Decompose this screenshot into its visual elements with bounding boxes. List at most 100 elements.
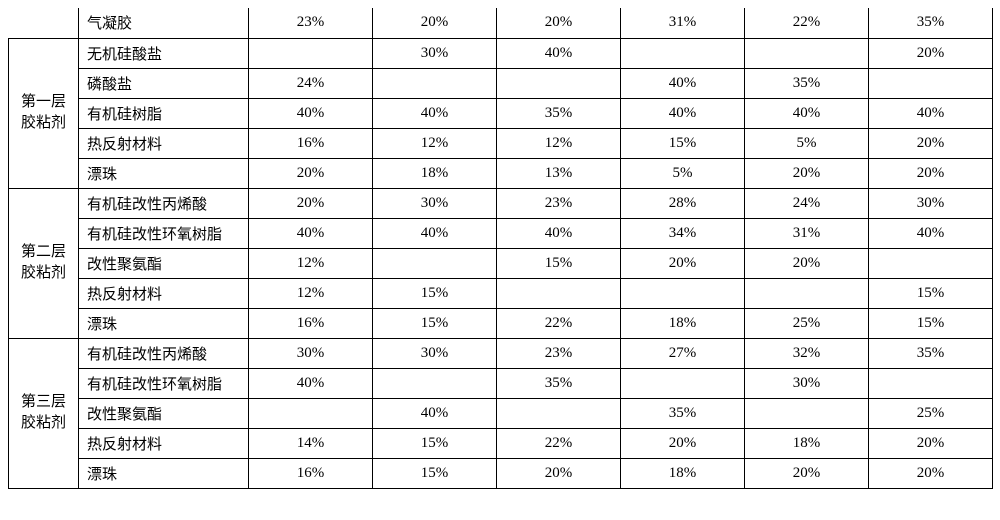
data-cell: 40% (249, 368, 373, 398)
material-cell: 热反射材料 (79, 128, 249, 158)
material-cell: 有机硅改性丙烯酸 (79, 188, 249, 218)
data-cell: 40% (497, 38, 621, 68)
data-cell: 40% (869, 218, 993, 248)
group-cell-empty (9, 8, 79, 38)
data-cell: 20% (869, 458, 993, 488)
data-cell: 20% (745, 458, 869, 488)
data-cell: 35% (497, 98, 621, 128)
data-cell: 30% (249, 338, 373, 368)
group-label-cell: 第三层胶粘剂 (9, 338, 79, 488)
data-cell: 22% (497, 428, 621, 458)
data-cell (869, 248, 993, 278)
data-cell: 25% (745, 308, 869, 338)
data-cell: 35% (869, 338, 993, 368)
data-cell: 40% (497, 218, 621, 248)
data-cell: 25% (869, 398, 993, 428)
data-cell: 20% (869, 38, 993, 68)
data-cell: 20% (869, 128, 993, 158)
data-cell: 20% (373, 8, 497, 38)
material-cell: 改性聚氨酯 (79, 398, 249, 428)
table-row: 第三层胶粘剂 有机硅改性丙烯酸 30% 30% 23% 27% 32% 35% (9, 338, 993, 368)
data-cell: 15% (373, 428, 497, 458)
data-cell (745, 278, 869, 308)
data-cell: 20% (497, 8, 621, 38)
group-label-cell: 第二层胶粘剂 (9, 188, 79, 338)
table-row: 磷酸盐 24% 40% 35% (9, 68, 993, 98)
data-cell: 15% (373, 278, 497, 308)
data-cell (373, 368, 497, 398)
data-cell: 12% (497, 128, 621, 158)
material-cell: 气凝胶 (79, 8, 249, 38)
data-cell: 22% (497, 308, 621, 338)
data-cell: 24% (745, 188, 869, 218)
data-cell: 20% (249, 188, 373, 218)
material-cell: 有机硅改性丙烯酸 (79, 338, 249, 368)
data-cell: 40% (373, 398, 497, 428)
data-cell: 24% (249, 68, 373, 98)
data-cell: 28% (621, 188, 745, 218)
data-cell: 16% (249, 128, 373, 158)
data-cell: 30% (373, 38, 497, 68)
data-cell: 40% (249, 218, 373, 248)
table-row: 有机硅树脂 40% 40% 35% 40% 40% 40% (9, 98, 993, 128)
data-cell: 40% (373, 98, 497, 128)
data-cell: 40% (373, 218, 497, 248)
data-cell (745, 38, 869, 68)
data-cell (497, 68, 621, 98)
data-cell: 40% (621, 68, 745, 98)
data-cell: 30% (373, 338, 497, 368)
data-cell: 34% (621, 218, 745, 248)
data-cell: 23% (497, 188, 621, 218)
data-cell: 16% (249, 308, 373, 338)
data-cell: 30% (869, 188, 993, 218)
data-cell: 40% (621, 98, 745, 128)
data-cell: 35% (621, 398, 745, 428)
material-cell: 热反射材料 (79, 428, 249, 458)
data-cell: 15% (869, 278, 993, 308)
data-cell: 20% (869, 158, 993, 188)
data-cell: 20% (249, 158, 373, 188)
table-row: 漂珠 16% 15% 20% 18% 20% 20% (9, 458, 993, 488)
data-cell: 27% (621, 338, 745, 368)
table-row: 热反射材料 14% 15% 22% 20% 18% 20% (9, 428, 993, 458)
data-cell: 14% (249, 428, 373, 458)
data-cell: 20% (745, 248, 869, 278)
data-cell: 18% (373, 158, 497, 188)
data-cell: 12% (249, 278, 373, 308)
data-cell: 12% (373, 128, 497, 158)
data-cell (869, 68, 993, 98)
data-cell: 15% (869, 308, 993, 338)
data-cell (869, 368, 993, 398)
material-cell: 有机硅改性环氧树脂 (79, 218, 249, 248)
data-cell: 15% (373, 458, 497, 488)
data-cell: 15% (373, 308, 497, 338)
data-cell: 30% (373, 188, 497, 218)
data-cell: 22% (745, 8, 869, 38)
data-cell (621, 38, 745, 68)
data-cell: 23% (249, 8, 373, 38)
data-cell: 20% (745, 158, 869, 188)
data-cell (249, 38, 373, 68)
data-cell: 40% (869, 98, 993, 128)
data-cell: 35% (869, 8, 993, 38)
data-cell: 23% (497, 338, 621, 368)
data-cell: 20% (869, 428, 993, 458)
table-row: 热反射材料 16% 12% 12% 15% 5% 20% (9, 128, 993, 158)
material-cell: 无机硅酸盐 (79, 38, 249, 68)
data-cell: 18% (745, 428, 869, 458)
data-cell: 30% (745, 368, 869, 398)
data-cell: 13% (497, 158, 621, 188)
data-cell: 31% (621, 8, 745, 38)
table-row: 漂珠 16% 15% 22% 18% 25% 15% (9, 308, 993, 338)
data-cell: 31% (745, 218, 869, 248)
group-label-cell: 第一层胶粘剂 (9, 38, 79, 188)
data-cell (373, 248, 497, 278)
data-cell (621, 278, 745, 308)
data-cell: 32% (745, 338, 869, 368)
table-row: 有机硅改性环氧树脂 40% 40% 40% 34% 31% 40% (9, 218, 993, 248)
data-cell (373, 68, 497, 98)
data-cell: 35% (497, 368, 621, 398)
material-cell: 漂珠 (79, 458, 249, 488)
data-cell: 16% (249, 458, 373, 488)
data-cell: 20% (621, 428, 745, 458)
